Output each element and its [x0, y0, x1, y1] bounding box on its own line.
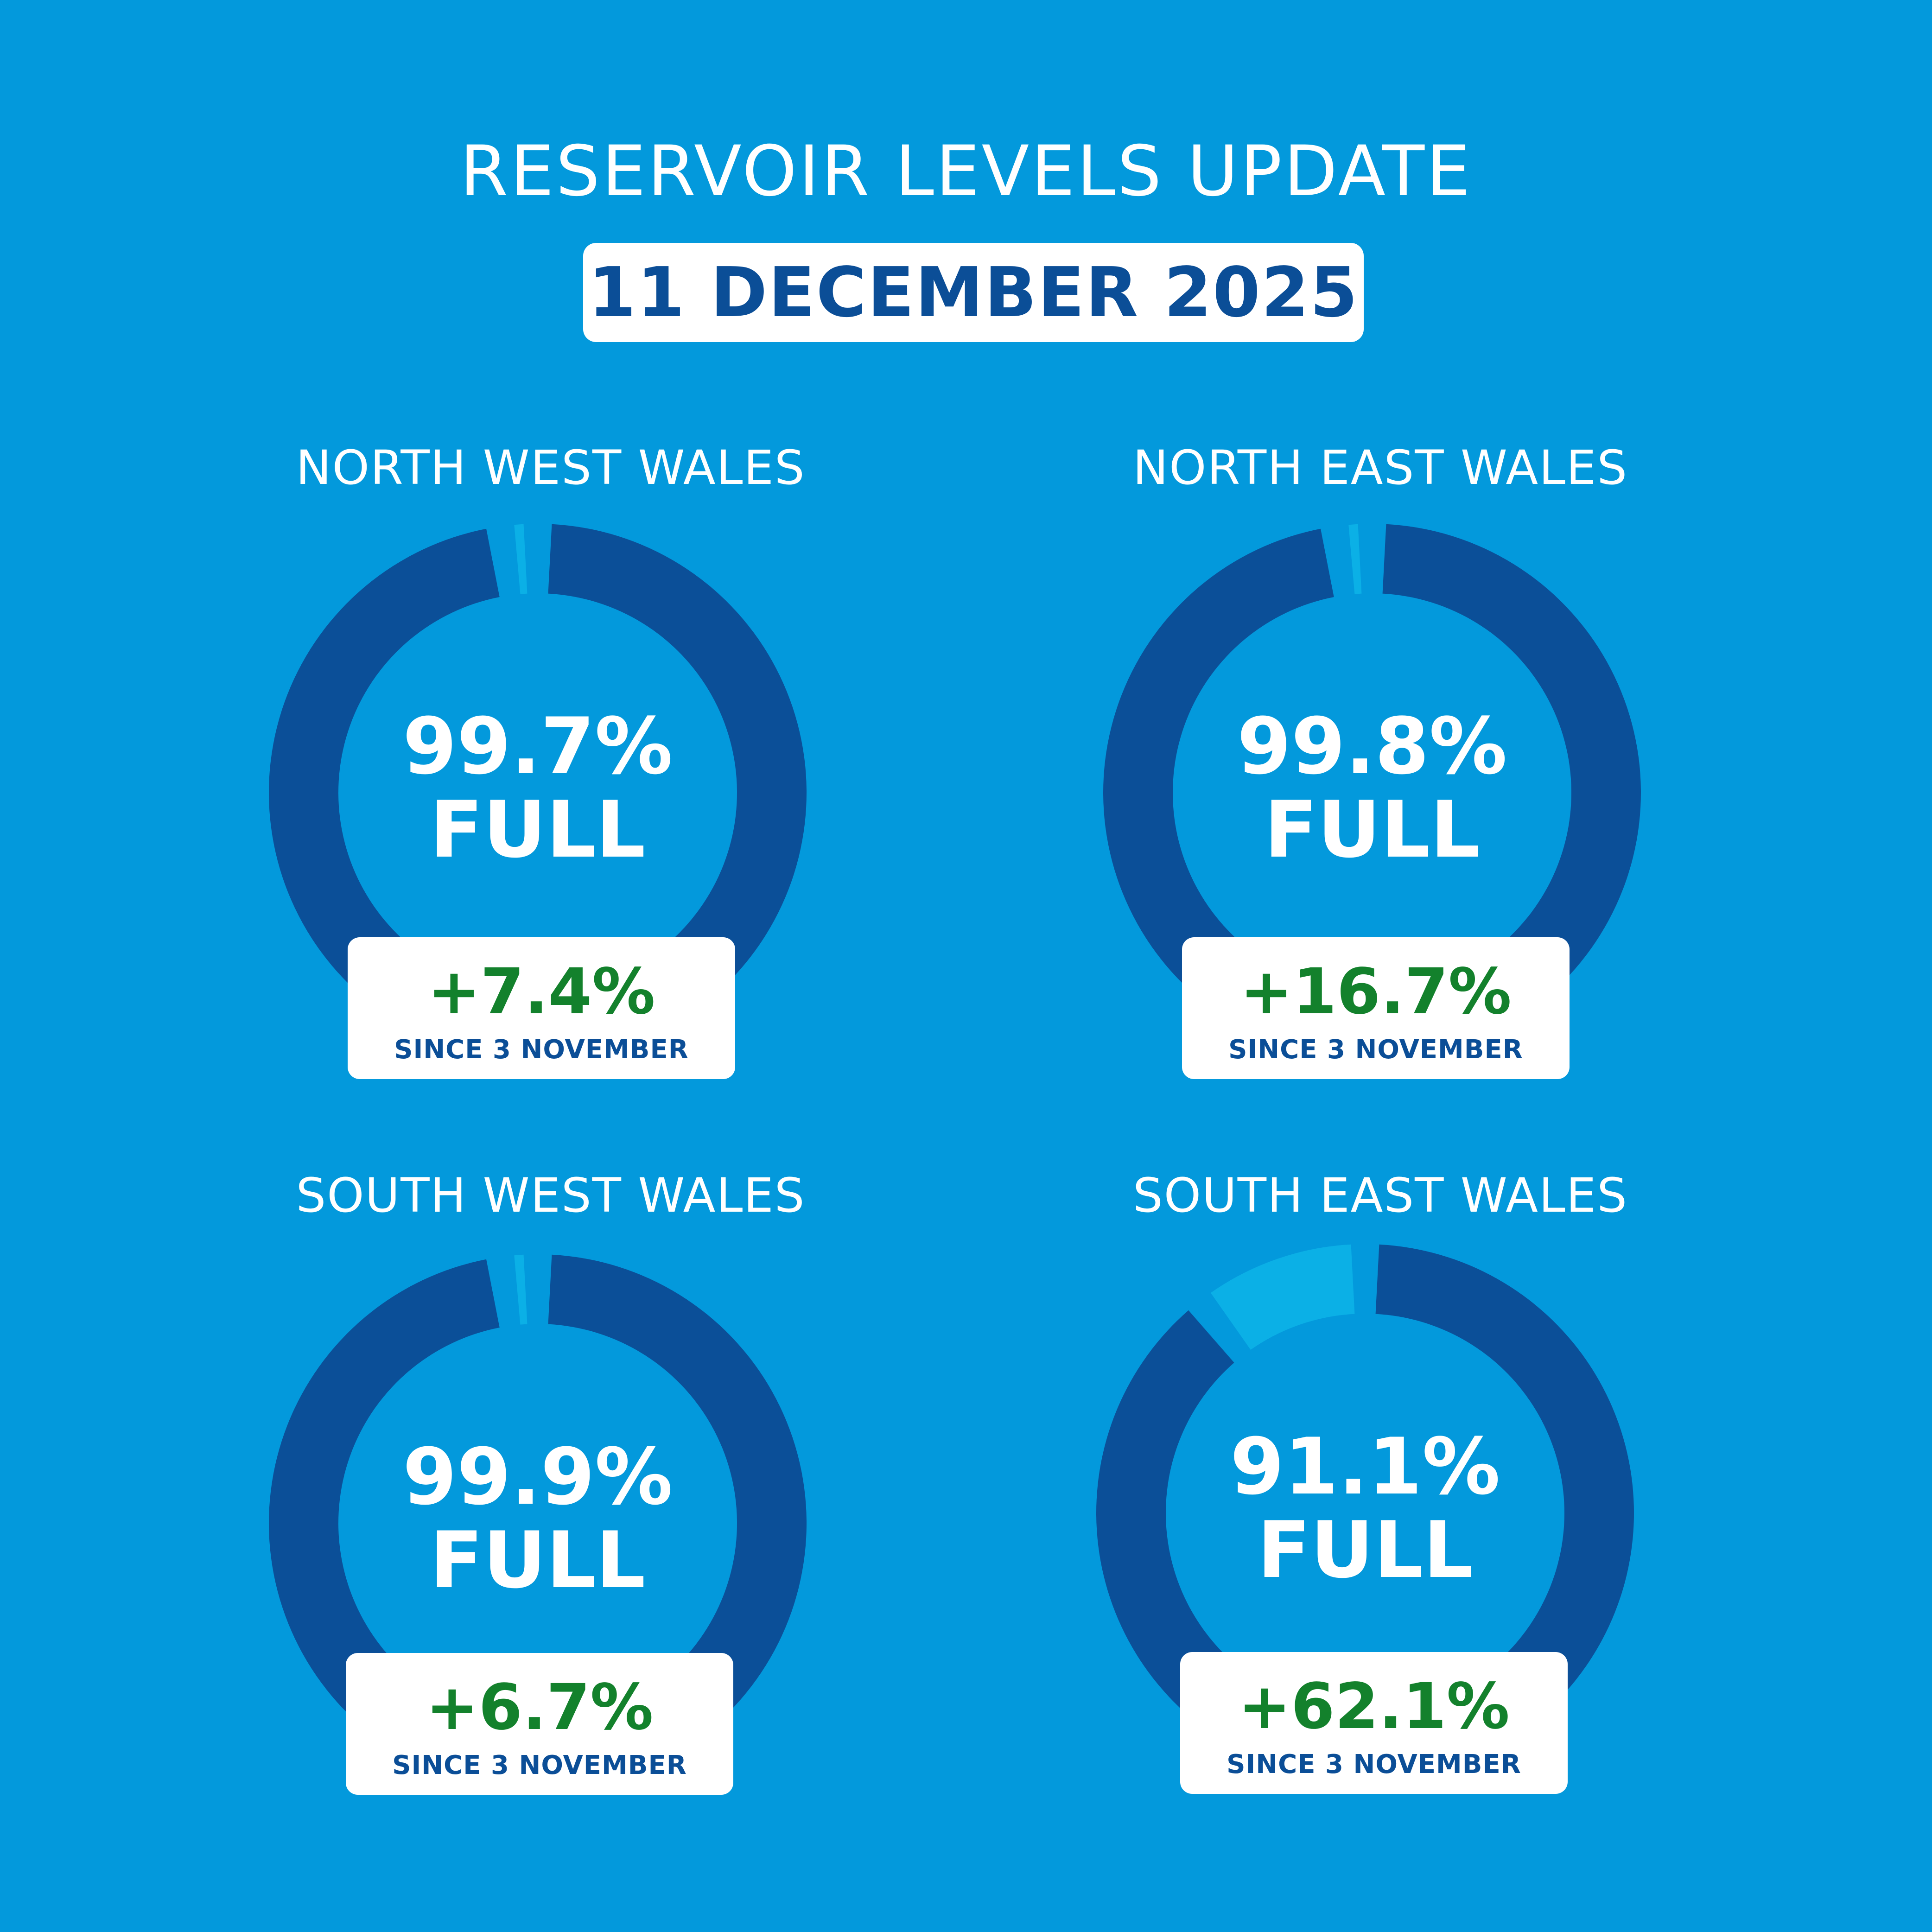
donut-chart-south-west — [268, 1254, 807, 1792]
region-title-north-east: NORTH EAST WALES — [1132, 440, 1628, 496]
change-card-south-east: +62.1% SINCE 3 NOVEMBER — [1180, 1652, 1568, 1794]
donut-chart-north-east — [1103, 524, 1641, 1061]
percent-label-north-east: 99.8% — [1237, 701, 1507, 792]
change-value-south-west: +6.7% — [426, 1671, 654, 1744]
since-label-south-west: SINCE 3 NOVEMBER — [392, 1750, 687, 1780]
page-title: RESERVOIR LEVELS UPDATE — [460, 131, 1472, 212]
change-card-north-west: +7.4% SINCE 3 NOVEMBER — [348, 937, 735, 1079]
percent-label-north-west: 99.7% — [402, 701, 673, 792]
region-title-north-west: NORTH WEST WALES — [296, 440, 806, 496]
change-card-north-east: +16.7% SINCE 3 NOVEMBER — [1182, 937, 1570, 1079]
gauge-remaining-south-east — [1210, 1244, 1355, 1350]
gauge-south-west: 99.9% FULL — [260, 1245, 816, 1801]
change-value-south-east: +62.1% — [1238, 1670, 1510, 1743]
region-title-south-west: SOUTH WEST WALES — [296, 1168, 806, 1223]
change-value-north-east: +16.7% — [1240, 955, 1512, 1029]
date-text: 11 DECEMBER 2025 — [588, 253, 1359, 332]
since-label-north-west: SINCE 3 NOVEMBER — [394, 1035, 689, 1065]
region-title-south-east: SOUTH EAST WALES — [1133, 1168, 1628, 1223]
gauge-south-east: 91.1% FULL — [1087, 1235, 1643, 1791]
gauge-remaining-north-west — [514, 524, 527, 594]
change-value-north-west: +7.4% — [427, 955, 655, 1029]
gauge-remaining-north-east — [1348, 524, 1362, 594]
donut-chart-north-west — [268, 524, 807, 1061]
full-label-south-east: FULL — [1257, 1505, 1473, 1595]
change-card-south-west: +6.7% SINCE 3 NOVEMBER — [346, 1653, 733, 1795]
full-label-north-west: FULL — [430, 784, 646, 875]
full-label-south-west: FULL — [430, 1515, 646, 1606]
donut-chart-south-east — [1096, 1244, 1634, 1782]
full-label-north-east: FULL — [1264, 784, 1480, 875]
date-badge: 11 DECEMBER 2025 — [583, 243, 1364, 342]
percent-label-south-east: 91.1% — [1230, 1421, 1500, 1512]
since-label-south-east: SINCE 3 NOVEMBER — [1227, 1749, 1521, 1779]
gauge-north-west: 99.7% FULL — [260, 515, 816, 1071]
since-label-north-east: SINCE 3 NOVEMBER — [1228, 1035, 1523, 1065]
gauge-north-east: 99.8% FULL — [1094, 515, 1650, 1071]
gauge-remaining-south-west — [514, 1254, 527, 1325]
percent-label-south-west: 99.9% — [402, 1431, 673, 1522]
